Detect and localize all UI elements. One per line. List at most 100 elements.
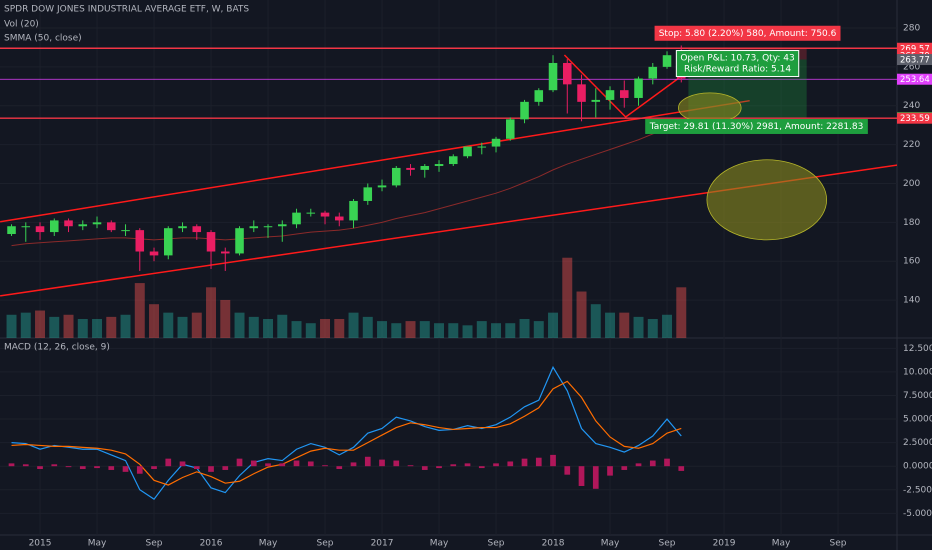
candle-body — [278, 224, 287, 227]
indicator-label: Vol (20) — [4, 20, 39, 30]
candle-body — [249, 226, 259, 229]
candle-body — [164, 228, 173, 256]
candle-body — [50, 220, 59, 233]
volume-bar — [590, 304, 601, 338]
candle-body — [648, 66, 658, 79]
candle-body — [149, 251, 159, 256]
histogram-bar — [122, 466, 129, 472]
histogram-bar — [79, 466, 86, 470]
histogram-bar — [65, 466, 72, 468]
y-tick-label: -5.0000 — [903, 509, 932, 519]
macd-line — [11, 365, 682, 500]
volume-bar — [633, 316, 644, 338]
price-label-bg — [897, 112, 932, 124]
volume-bar — [505, 323, 516, 338]
histogram-bar — [236, 458, 243, 467]
x-tick-label: Sep — [146, 539, 163, 549]
candle-body — [78, 224, 88, 227]
histogram-bar — [407, 465, 414, 467]
histogram-bar — [307, 461, 314, 467]
candle-body — [7, 226, 16, 235]
volume-bar — [35, 310, 46, 338]
candle-body — [306, 212, 316, 214]
histogram-bar — [592, 466, 599, 489]
volume-bar — [348, 312, 359, 338]
volume-bar — [77, 318, 88, 338]
axes: 2015 May Sep 2016 May Sep 2017 May Sep 2018 May Sep… — [29, 23, 932, 549]
candle-body — [520, 101, 529, 120]
volume-bar — [647, 318, 658, 338]
price-label-bg — [897, 73, 932, 85]
x-tick-label: 2019 — [713, 539, 736, 549]
y-tick-label: 180 — [903, 218, 920, 228]
histogram-bar — [678, 466, 685, 471]
indicator-label: SMMA (50, close) — [4, 34, 82, 44]
smma-line — [11, 122, 682, 247]
x-tick-label: May — [601, 539, 620, 549]
candle-body — [491, 138, 501, 147]
histogram-bar — [336, 466, 343, 470]
price-label: 269.57 — [900, 44, 930, 54]
candle-body — [221, 251, 230, 254]
position-label-text: Stop: 5.80 (2.20%) 580, Amount: 750.6 — [659, 29, 837, 39]
candle-body — [92, 222, 102, 225]
volume-bar — [191, 312, 202, 338]
volume-bar — [362, 316, 373, 338]
volume-bar — [149, 304, 160, 338]
position-label-bg — [645, 118, 868, 134]
x-tick-label: 2017 — [371, 539, 394, 549]
volume-bar — [662, 314, 673, 338]
histogram-bar — [379, 459, 385, 467]
candle-body — [449, 156, 458, 165]
volume-bar — [419, 321, 430, 338]
candle-body — [35, 226, 45, 233]
volume-bar — [519, 318, 530, 338]
x-tick-label: May — [88, 539, 107, 549]
y-tick-label: -2.5000 — [903, 485, 932, 495]
histogram-bar — [151, 466, 157, 470]
trend-line — [0, 99, 750, 223]
candle-body — [320, 212, 330, 217]
candle-body — [64, 220, 73, 227]
chart-title: SPDR DOW JONES INDUSTRIAL AVERAGE ETF, W… — [4, 5, 249, 15]
volume-bar — [476, 321, 487, 338]
candle-body — [548, 62, 558, 91]
volume-bar — [533, 321, 544, 338]
volume-bar — [248, 316, 259, 338]
candle-body — [463, 146, 472, 157]
candle-body — [107, 222, 116, 231]
x-tick-label: Sep — [659, 539, 676, 549]
candle-body — [178, 226, 187, 229]
histogram-bar — [493, 463, 499, 467]
candle-body — [563, 62, 572, 85]
histogram-bar — [322, 465, 328, 467]
volume-bar — [405, 321, 416, 338]
histogram-bar — [664, 458, 670, 467]
volume-bar — [20, 312, 31, 338]
histogram-bar — [521, 458, 528, 467]
candle-body — [662, 55, 672, 67]
volume-bar — [334, 318, 345, 338]
price-label-bg — [897, 42, 932, 54]
candle-body — [420, 165, 430, 170]
histogram-bar — [364, 456, 371, 467]
histogram-bar — [578, 466, 585, 486]
candle-body — [135, 230, 145, 252]
histogram-bar — [193, 466, 200, 470]
volume-bar — [234, 312, 245, 338]
volume-bar — [177, 316, 188, 338]
histogram-bar — [265, 463, 271, 467]
histogram-bar — [8, 463, 15, 467]
histogram-bar — [464, 463, 471, 467]
candle-body — [349, 200, 358, 221]
histogram-bar — [222, 466, 229, 470]
candle-body — [21, 226, 31, 228]
candle-body — [406, 167, 415, 170]
volume-bar — [576, 291, 587, 338]
candle-body — [477, 146, 487, 148]
x-tick-label: May — [259, 539, 278, 549]
y-tick-label: 12.5000 — [903, 344, 932, 354]
volume-bar — [163, 312, 174, 338]
